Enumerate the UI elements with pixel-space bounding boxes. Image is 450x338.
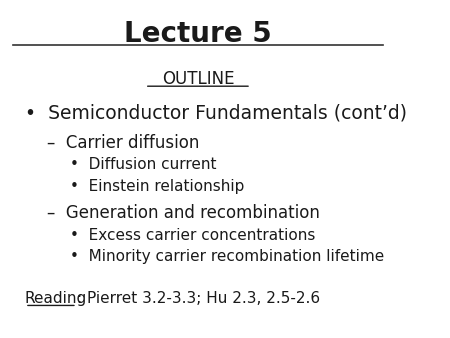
Text: •  Excess carrier concentrations: • Excess carrier concentrations (70, 228, 315, 243)
Text: •  Diffusion current: • Diffusion current (70, 157, 216, 172)
Text: –  Carrier diffusion: – Carrier diffusion (47, 134, 199, 152)
Text: •  Einstein relationship: • Einstein relationship (70, 179, 244, 194)
Text: Reading: Reading (25, 291, 87, 306)
Text: Lecture 5: Lecture 5 (124, 20, 272, 48)
Text: •  Minority carrier recombination lifetime: • Minority carrier recombination lifetim… (70, 249, 384, 264)
Text: : Pierret 3.2-3.3; Hu 2.3, 2.5-2.6: : Pierret 3.2-3.3; Hu 2.3, 2.5-2.6 (77, 291, 320, 306)
Text: OUTLINE: OUTLINE (162, 70, 234, 88)
Text: •  Semiconductor Fundamentals (cont’d): • Semiconductor Fundamentals (cont’d) (25, 104, 407, 123)
Text: –  Generation and recombination: – Generation and recombination (47, 204, 320, 222)
